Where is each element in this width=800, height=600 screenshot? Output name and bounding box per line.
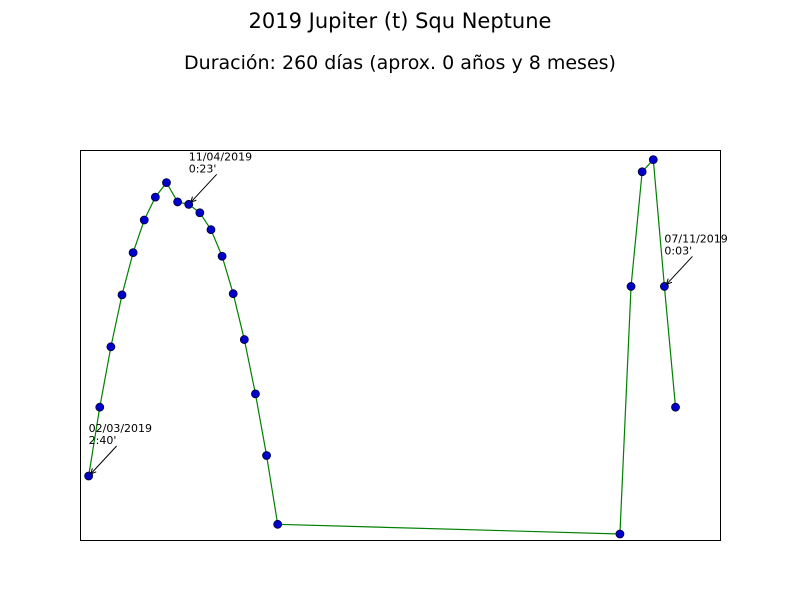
chart-subtitle: Duración: 260 días (aprox. 0 años y 8 me… — [184, 52, 616, 74]
data-point-11 — [206, 225, 216, 235]
annotation-date-0: 02/03/2019 — [89, 422, 152, 435]
plot-frame — [80, 150, 721, 541]
annotation-value-2: 0:03' — [664, 244, 692, 257]
chart-title: 2019 Jupiter (t) Squ Neptune — [249, 9, 552, 33]
annotation-date-2: 07/11/2019 — [664, 232, 727, 245]
data-point-20 — [637, 167, 647, 177]
annotation-arrowhead-2 — [665, 278, 673, 286]
annotation-arrow-0 — [90, 445, 118, 475]
data-point-18 — [615, 529, 625, 539]
annotation-arrow-2 — [666, 256, 693, 285]
data-point-2 — [106, 342, 116, 352]
annotation-value-0: 2:40' — [89, 434, 117, 447]
data-point-7 — [162, 178, 171, 188]
annotation-arrowhead-1 — [189, 196, 197, 204]
data-point-1 — [95, 402, 105, 412]
data-point-5 — [139, 215, 149, 225]
annotation-arrow-1 — [190, 173, 218, 203]
data-point-10 — [195, 208, 205, 218]
data-point-14 — [239, 335, 249, 344]
series-layer — [84, 155, 680, 539]
data-point-17 — [273, 519, 283, 529]
data-point-6 — [150, 192, 160, 202]
data-point-13 — [228, 289, 238, 299]
data-point-21 — [648, 155, 658, 165]
annotation-arrowhead-0 — [89, 468, 97, 475]
data-point-16 — [262, 451, 271, 460]
data-point-15 — [251, 389, 260, 399]
series-line — [88, 158, 677, 535]
annotation-value-1: 0:23' — [189, 162, 217, 175]
annotation-date-1: 11/04/2019 — [189, 150, 252, 163]
data-point-4 — [128, 248, 138, 258]
data-point-12 — [217, 251, 227, 261]
data-point-3 — [117, 290, 127, 300]
data-point-19 — [626, 282, 636, 291]
data-point-8 — [173, 197, 183, 207]
data-point-23 — [671, 402, 680, 412]
